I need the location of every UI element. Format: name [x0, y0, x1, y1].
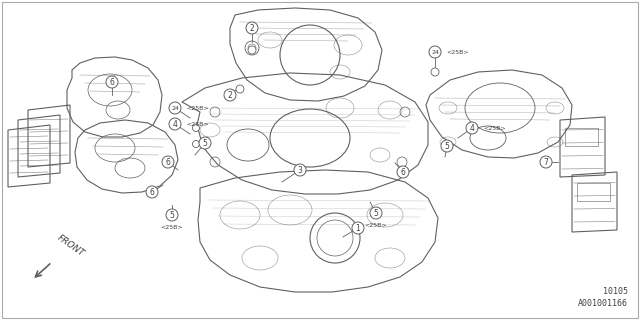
Text: 24: 24 — [171, 106, 179, 110]
Text: <25B>: <25B> — [186, 106, 209, 110]
Circle shape — [162, 156, 174, 168]
Text: 3: 3 — [298, 165, 303, 174]
Text: A001001166: A001001166 — [578, 300, 628, 308]
Text: 6: 6 — [166, 157, 170, 166]
Text: <25B>: <25B> — [186, 122, 209, 126]
Text: 7: 7 — [543, 157, 548, 166]
Circle shape — [466, 122, 478, 134]
Circle shape — [193, 124, 200, 132]
Circle shape — [352, 222, 364, 234]
Circle shape — [540, 156, 552, 168]
Text: <25B>: <25B> — [483, 125, 506, 131]
Text: 5: 5 — [374, 209, 378, 218]
Circle shape — [224, 89, 236, 101]
Bar — [565, 128, 598, 146]
Text: 2: 2 — [228, 91, 232, 100]
Text: 4: 4 — [173, 119, 177, 129]
Text: <25B>: <25B> — [365, 222, 387, 228]
Bar — [577, 183, 610, 201]
Circle shape — [294, 164, 306, 176]
Text: 2: 2 — [250, 23, 254, 33]
Text: FRONT: FRONT — [56, 233, 86, 258]
Circle shape — [248, 46, 256, 54]
Circle shape — [370, 207, 382, 219]
Circle shape — [193, 140, 200, 148]
Circle shape — [431, 68, 439, 76]
Text: 6: 6 — [109, 77, 115, 86]
Circle shape — [169, 118, 181, 130]
Circle shape — [429, 46, 441, 58]
Text: 10105: 10105 — [603, 287, 628, 297]
Text: <25B>: <25B> — [446, 50, 468, 54]
Text: 5: 5 — [170, 211, 175, 220]
Circle shape — [106, 76, 118, 88]
Circle shape — [146, 186, 158, 198]
Circle shape — [236, 85, 244, 93]
Circle shape — [166, 209, 178, 221]
Circle shape — [169, 102, 181, 114]
Text: 1: 1 — [356, 223, 360, 233]
Circle shape — [397, 166, 409, 178]
Text: 6: 6 — [401, 167, 405, 177]
Text: 5: 5 — [445, 141, 449, 150]
Text: 6: 6 — [150, 188, 154, 196]
Text: 24: 24 — [431, 50, 439, 54]
Circle shape — [441, 140, 453, 152]
Text: 5: 5 — [203, 139, 207, 148]
Circle shape — [246, 22, 258, 34]
Text: <25B>: <25B> — [161, 225, 183, 229]
Circle shape — [199, 137, 211, 149]
Text: 4: 4 — [470, 124, 474, 132]
